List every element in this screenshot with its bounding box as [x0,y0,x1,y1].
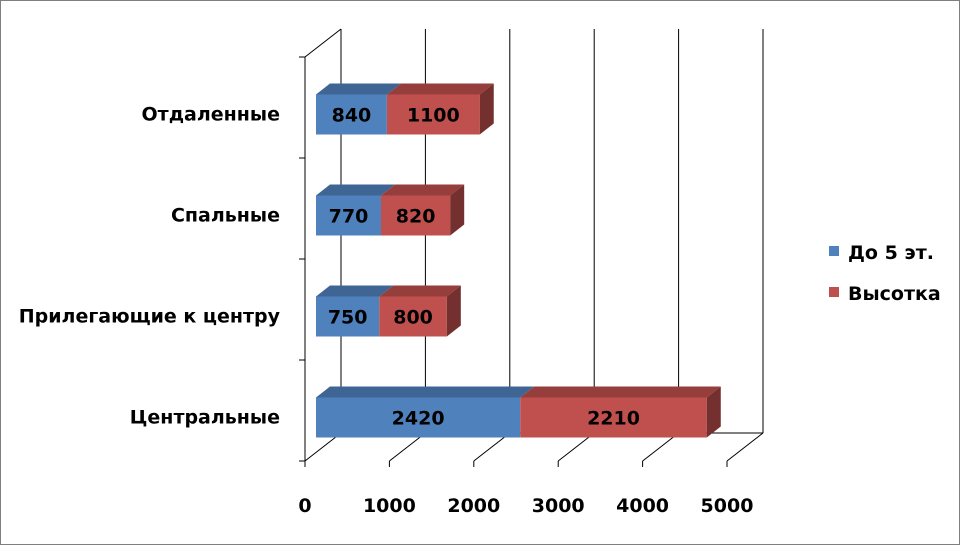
bar-segment [380,195,451,236]
bar-segment [316,296,380,337]
bar-segment [316,397,521,438]
bar-side-face [446,285,461,337]
data-label: 750 [328,307,368,329]
bar-top-face [316,386,535,398]
floor-gridline [726,432,764,462]
legend-label: До 5 эт. [848,242,934,264]
bar-segment [379,296,447,337]
category-label: Спальные [171,205,280,227]
data-label: 2420 [392,408,445,430]
bar-segment [316,94,387,135]
x-tick-label: 4000 [616,495,669,517]
x-tick-label: 2000 [447,495,500,517]
floor-gridline [473,432,511,462]
bar-top-face [316,83,401,95]
floor-gridline [557,432,595,462]
bar-top-face [379,285,461,297]
floor-gridline [304,432,342,462]
bar-top-face [316,184,395,196]
category-label: Прилегающие к центру [19,306,281,328]
data-label: 820 [396,206,436,228]
x-tick-label: 3000 [532,495,585,517]
bar-segment [316,195,381,236]
bar-side-face [706,386,721,438]
data-label: 840 [332,105,372,127]
legend-swatch [829,246,839,256]
bar-top-face [386,83,494,95]
bar-side-face [450,184,465,236]
category-label: Центральные [130,407,280,429]
bar-top-face [316,285,394,297]
side-wall-top [304,28,342,58]
bar-top-face [380,184,465,196]
bar-segment [520,397,707,438]
legend-label: Высотка [848,283,941,305]
bar-top-face [520,386,721,398]
legend-swatch [829,287,839,297]
data-label: 770 [329,206,369,228]
floor-gridline [389,432,426,462]
data-label: 800 [393,307,433,329]
x-tick-label: 0 [298,495,311,517]
x-tick-label: 5000 [701,495,754,517]
category-label: Отдаленные [142,104,280,126]
data-label: 2210 [587,408,640,430]
bar-side-face [479,83,494,135]
floor-gridline [642,432,679,462]
data-label: 1100 [407,105,460,127]
bar-segment [386,94,480,135]
x-tick-label: 1000 [363,495,416,517]
